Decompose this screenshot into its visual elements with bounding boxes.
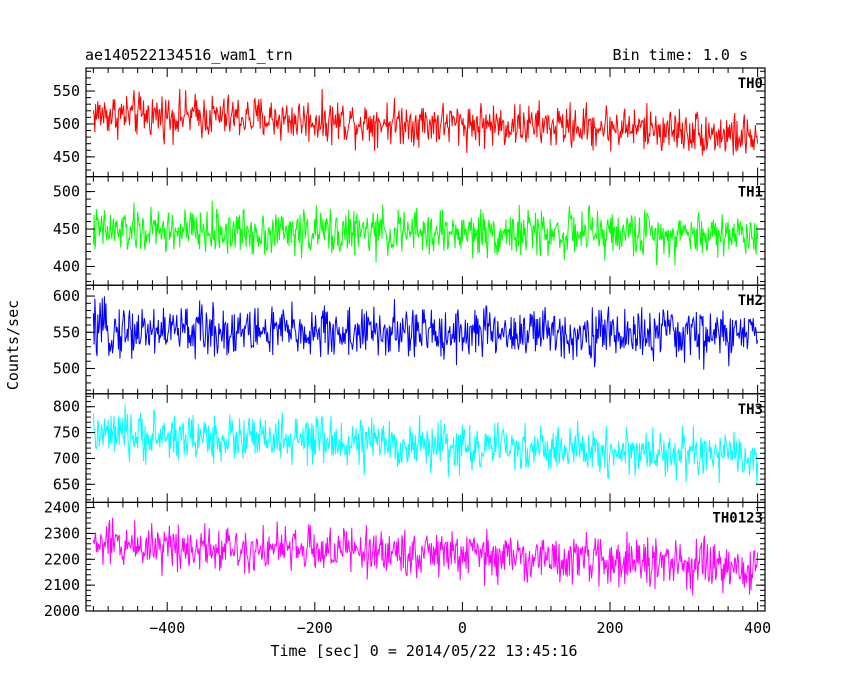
panel-group: 450 500 550 TH0 400 450 500 TH1 500 550 600 TH2 650 7… — [44, 67, 771, 637]
panel-label: TH3 — [738, 402, 763, 418]
x-axis-label: Time [sec] 0 = 2014/05/22 13:45:16 — [270, 642, 577, 660]
y-tick-label: 500 — [53, 115, 80, 133]
panel-label: TH2 — [738, 293, 763, 309]
y-tick-label: 450 — [53, 220, 80, 238]
y-tick-label: 500 — [53, 183, 80, 201]
series-line-th0123 — [92, 517, 759, 596]
y-axis-label: Counts/sec — [4, 300, 22, 390]
y-tick-label: 600 — [53, 287, 80, 305]
y-tick-label: 750 — [53, 424, 80, 442]
bin-time-label: Bin time: 1.0 s — [613, 46, 748, 64]
x-tick-label: 200 — [596, 619, 623, 637]
series-line-th0 — [92, 88, 759, 156]
y-tick-label: 400 — [53, 257, 80, 275]
x-tick-label: −400 — [149, 619, 185, 637]
panel-th0123: 2000 2100 2200 2300 2400 TH0123 — [44, 499, 766, 620]
x-tick-label: −200 — [297, 619, 333, 637]
panel-th0: 450 500 550 TH0 — [53, 67, 766, 178]
y-tick-label: 2100 — [44, 576, 80, 594]
y-tick-label: 550 — [53, 323, 80, 341]
y-tick-label: 500 — [53, 359, 80, 377]
series-line-th2 — [92, 296, 759, 370]
panel-frame — [85, 501, 766, 612]
panel-th3: 650 700 750 800 TH3 — [53, 393, 766, 503]
panel-label: TH0 — [738, 76, 763, 92]
y-tick-label: 550 — [53, 82, 80, 100]
panel-th2: 500 550 600 TH2 — [53, 284, 766, 395]
y-tick-label: 650 — [53, 475, 80, 493]
y-tick-label: 800 — [53, 398, 80, 416]
x-tick-label: 400 — [744, 619, 771, 637]
panel-th1: 400 450 500 TH1 — [53, 176, 766, 286]
series-line-th1 — [92, 200, 759, 266]
y-tick-label: 2000 — [44, 602, 80, 620]
y-tick-label: 2300 — [44, 524, 80, 542]
series-line-th3 — [92, 403, 759, 484]
y-tick-label: 700 — [53, 449, 80, 467]
y-tick-label: 2400 — [44, 499, 80, 517]
figure-title: ae140522134516_wam1_trn — [85, 46, 293, 64]
x-tick-label: 0 — [458, 619, 467, 637]
y-tick-label: 2200 — [44, 550, 80, 568]
panel-label: TH1 — [738, 185, 763, 201]
y-tick-label: 450 — [53, 148, 80, 166]
panel-label: TH0123 — [712, 510, 763, 526]
